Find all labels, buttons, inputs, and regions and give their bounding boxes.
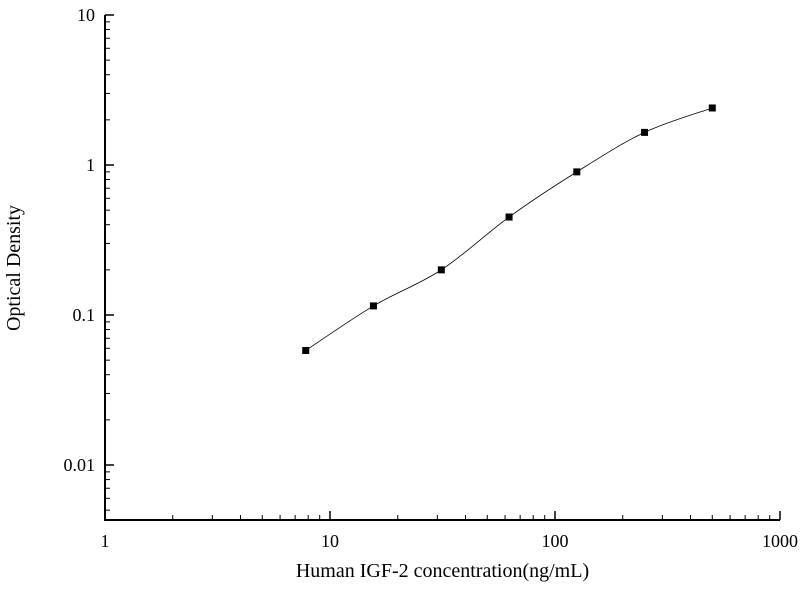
- x-tick-label: 10: [321, 531, 339, 551]
- x-tick-label: 1: [101, 531, 110, 551]
- data-point-marker: [505, 213, 513, 221]
- y-tick-label: 10: [77, 5, 95, 25]
- y-axis-title: Optical Density: [3, 204, 25, 332]
- data-point-marker: [708, 104, 716, 112]
- x-axis-title: Human IGF-2 concentration(ng/mL): [295, 560, 590, 582]
- y-tick-label: 0.01: [64, 455, 96, 475]
- data-point-marker: [573, 168, 581, 176]
- data-point-marker: [641, 128, 649, 136]
- y-tick-label: 1: [86, 155, 95, 175]
- y-tick-label: 0.1: [73, 305, 96, 325]
- data-point-marker: [369, 302, 377, 310]
- fit-curve: [305, 107, 713, 351]
- data-point-marker: [302, 346, 310, 354]
- x-tick-label: 1000: [762, 531, 798, 551]
- x-tick-label: 100: [542, 531, 569, 551]
- data-point-marker: [437, 266, 445, 274]
